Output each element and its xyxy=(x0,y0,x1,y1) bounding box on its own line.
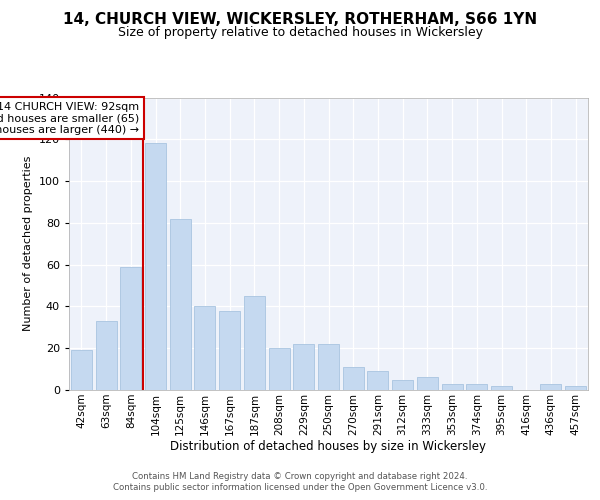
Bar xyxy=(442,384,463,390)
Bar xyxy=(145,144,166,390)
Bar xyxy=(293,344,314,390)
Bar xyxy=(244,296,265,390)
Y-axis label: Number of detached properties: Number of detached properties xyxy=(23,156,33,332)
Bar xyxy=(491,386,512,390)
Text: 14, CHURCH VIEW, WICKERSLEY, ROTHERHAM, S66 1YN: 14, CHURCH VIEW, WICKERSLEY, ROTHERHAM, … xyxy=(63,12,537,28)
Text: Contains HM Land Registry data © Crown copyright and database right 2024.: Contains HM Land Registry data © Crown c… xyxy=(132,472,468,481)
Bar xyxy=(565,386,586,390)
Bar xyxy=(71,350,92,390)
Bar xyxy=(541,384,562,390)
Text: Contains public sector information licensed under the Open Government Licence v3: Contains public sector information licen… xyxy=(113,484,487,492)
Text: Size of property relative to detached houses in Wickersley: Size of property relative to detached ho… xyxy=(118,26,482,39)
X-axis label: Distribution of detached houses by size in Wickersley: Distribution of detached houses by size … xyxy=(170,440,487,454)
Bar xyxy=(170,218,191,390)
Bar xyxy=(417,378,438,390)
Bar xyxy=(120,266,141,390)
Bar xyxy=(367,371,388,390)
Bar xyxy=(194,306,215,390)
Bar xyxy=(269,348,290,390)
Bar xyxy=(392,380,413,390)
Bar xyxy=(466,384,487,390)
Text: 14 CHURCH VIEW: 92sqm
← 13% of detached houses are smaller (65)
87% of semi-deta: 14 CHURCH VIEW: 92sqm ← 13% of detached … xyxy=(0,102,139,135)
Bar xyxy=(95,321,116,390)
Bar xyxy=(318,344,339,390)
Bar xyxy=(219,310,240,390)
Bar xyxy=(343,367,364,390)
